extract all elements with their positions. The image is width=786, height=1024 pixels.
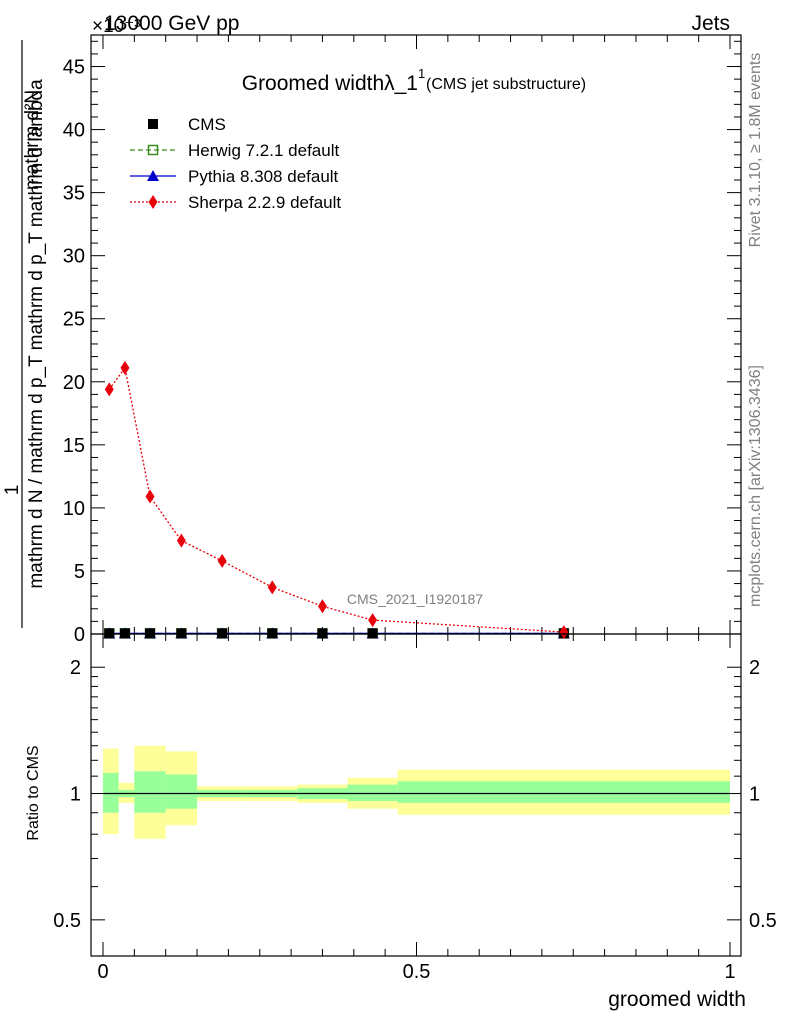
y-tick-label: 45 — [63, 57, 85, 79]
mcplots-label: mcplots.cern.ch [arXiv:1306.3436] — [747, 365, 764, 607]
ratio-y-tick-label: 1 — [70, 784, 81, 806]
main-series-layer — [103, 360, 570, 640]
legend-item: Pythia 8.308 default — [130, 167, 339, 186]
process-label: Jets — [691, 12, 730, 35]
series-pythia — [103, 627, 570, 639]
data-point-sherpa — [559, 625, 569, 640]
ratio-y-axis: 0.5 0.5 1 1 2 2 — [53, 657, 777, 932]
ratio-y-tick-label-right: 0.5 — [749, 910, 777, 932]
y-tick-label: 10 — [63, 498, 85, 520]
ratio-y-tick-label-right: 2 — [749, 657, 760, 679]
data-point-cms — [145, 628, 156, 639]
ratio-band-layer — [103, 745, 730, 839]
y-tick-label: 5 — [74, 561, 85, 583]
legend-label: CMS — [188, 115, 226, 134]
ratio-y-tick-label-right: 1 — [749, 784, 760, 806]
ratio-stat-band — [165, 774, 198, 809]
y-tick-label: 25 — [63, 309, 85, 331]
y-tick-label: 35 — [63, 183, 85, 205]
legend-label: Herwig 7.2.1 default — [188, 141, 339, 160]
data-point-cms — [267, 628, 278, 639]
data-point-cms — [367, 628, 378, 639]
x-tick-label: 1 — [724, 961, 735, 983]
x-axis: 0 0.5 1 — [97, 634, 736, 983]
chart-title-superscript: 1 — [418, 66, 425, 81]
legend: CMS Herwig 7.2.1 default Pythia 8.308 defa… — [130, 115, 341, 212]
x-tick-label: 0.5 — [403, 961, 431, 983]
rivet-version-label: Rivet 3.1.10, ≥ 1.8M events — [747, 53, 764, 248]
data-point-cms — [317, 628, 328, 639]
ratio-y-label: Ratio to CMS — [25, 745, 42, 840]
data-point-sherpa — [267, 580, 277, 595]
data-point-pythia — [147, 170, 159, 181]
legend-item: Sherpa 2.2.9 default — [130, 193, 341, 212]
series-line — [108, 366, 564, 633]
y-tick-label: 30 — [63, 246, 85, 268]
chart-subtitle: (CMS jet substructure) — [426, 76, 586, 93]
y-tick-label: 40 — [63, 120, 85, 142]
legend-label: Sherpa 2.2.9 default — [188, 193, 341, 212]
series-sherpa — [104, 360, 569, 640]
y-label-numerator: 1 — [2, 485, 23, 496]
legend-label: Pythia 8.308 default — [188, 167, 339, 186]
main-plot-panel: 0 5 10 15 20 25 30 35 40 45 Groomed widthλ_1 1 (C… — [2, 34, 742, 646]
ratio-plot-frame — [90, 633, 742, 957]
legend-item: CMS — [148, 115, 226, 134]
ratio-plot-panel: 0.5 0.51 12 2 0 0.5 1 Ratio to CMS groomed wi… — [25, 633, 777, 1011]
data-point-sherpa — [120, 360, 130, 375]
ratio-y-tick-label: 0.5 — [53, 910, 81, 932]
y-label-denominator: mathrm d N / mathrm d p_T mathrm d p_T m… — [26, 79, 47, 589]
chart-title: Groomed widthλ_1 — [242, 72, 418, 95]
y-tick-label: 0 — [74, 624, 85, 646]
ratio-y-tick-label: 2 — [70, 657, 81, 679]
ratio-stat-band — [347, 784, 398, 801]
collision-label: 13000 GeV pp — [104, 12, 239, 35]
legend-item: Herwig 7.2.1 default — [130, 141, 339, 160]
ratio-stat-band — [397, 781, 730, 803]
data-point-sherpa — [148, 195, 158, 209]
data-point-cms — [148, 119, 158, 129]
data-point-sherpa — [176, 533, 186, 548]
data-point-cms — [104, 628, 115, 639]
y-label-top: mathrm d²N — [22, 90, 43, 190]
x-tick-label: 0 — [97, 961, 108, 983]
y-exponent-label: ×10⁻³ — [92, 16, 141, 37]
x-axis-label: groomed width — [608, 988, 746, 1011]
data-point-sherpa — [368, 613, 378, 628]
analysis-watermark: CMS_2021_I1920187 — [347, 591, 483, 607]
data-point-cms — [119, 628, 130, 639]
data-point-sherpa — [217, 553, 227, 568]
data-point-herwig — [147, 144, 159, 156]
ratio-stat-band — [103, 772, 119, 813]
main-y-axis: 0 5 10 15 20 25 30 35 40 45 — [63, 35, 741, 646]
data-point-cms — [217, 628, 228, 639]
ratio-stat-band — [134, 771, 166, 813]
data-point-sherpa — [104, 382, 114, 397]
y-tick-label: 20 — [63, 372, 85, 394]
data-point-sherpa — [145, 489, 155, 504]
data-point-sherpa — [317, 599, 327, 614]
data-point-cms — [176, 628, 187, 639]
y-tick-label: 15 — [63, 435, 85, 457]
